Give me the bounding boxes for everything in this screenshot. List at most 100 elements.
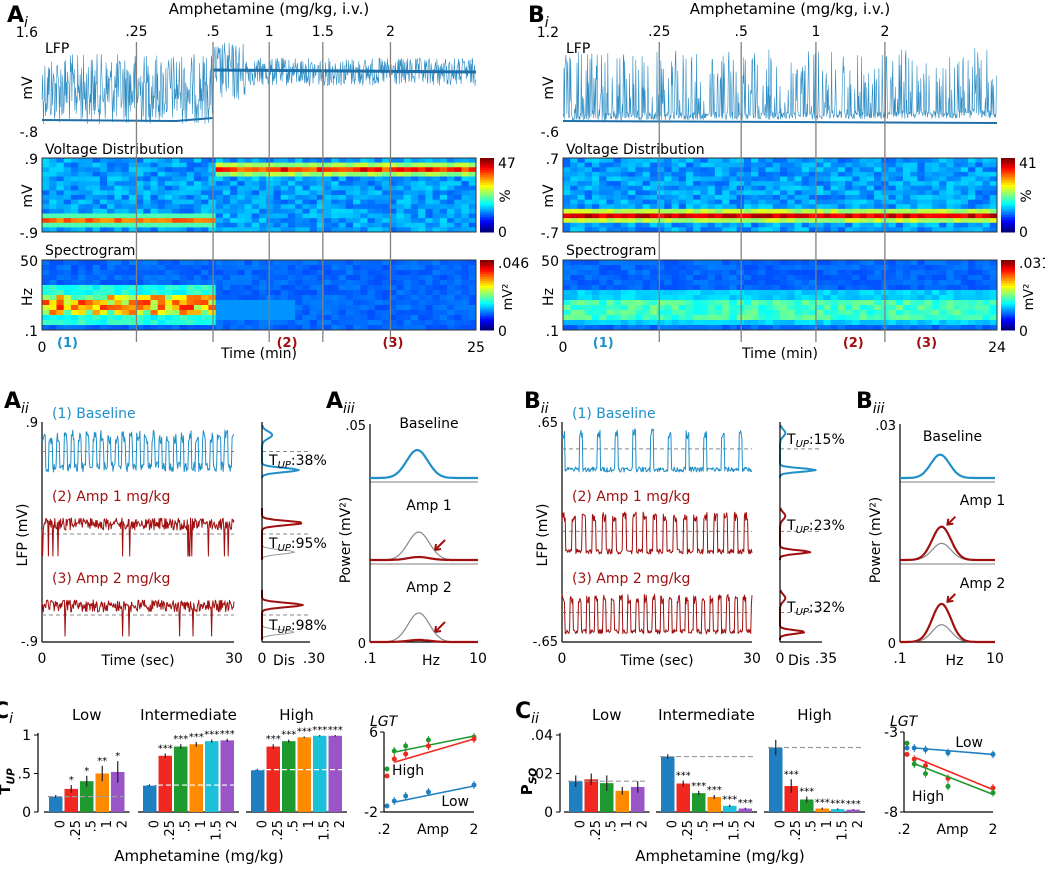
heat-cell — [367, 325, 376, 331]
heat-cell — [403, 176, 412, 182]
heat-cell — [222, 305, 231, 311]
heat-cell — [230, 285, 238, 291]
heat-cell — [895, 176, 904, 182]
heat-cell — [606, 204, 615, 210]
heat-cell — [989, 325, 998, 331]
heat-cell — [114, 208, 123, 214]
t-up-annotation: TUP:15% — [786, 432, 845, 450]
heat-cell — [664, 315, 672, 321]
heat-cell — [570, 181, 578, 187]
heat-cell — [895, 300, 904, 306]
heat-cell — [801, 270, 810, 276]
heat-cell — [722, 222, 730, 228]
heat-cell — [657, 199, 665, 205]
heat-cell — [845, 290, 853, 296]
heat-cell — [468, 213, 477, 219]
heat-cell — [628, 190, 636, 196]
heat-cell — [584, 310, 593, 316]
heat-cell — [208, 227, 217, 233]
heat-cell — [425, 218, 434, 224]
heat-cell — [128, 265, 137, 271]
baseline-point — [904, 745, 910, 751]
heat-cell — [353, 213, 361, 219]
heat-cell — [577, 213, 586, 219]
heat-cell — [736, 195, 745, 201]
heat-cell — [259, 280, 267, 286]
heat-cell — [49, 295, 57, 301]
heat-cell — [136, 305, 144, 311]
heat-cell — [85, 171, 94, 177]
x-label: Dis — [788, 653, 810, 669]
heat-cell — [172, 280, 180, 286]
heat-cell — [360, 305, 368, 311]
heat-cell — [801, 320, 810, 326]
heat-cell — [201, 265, 209, 271]
heat-cell — [172, 162, 180, 168]
colorbar-cell — [1001, 197, 1015, 201]
heat-cell — [685, 204, 694, 210]
heat-cell — [620, 167, 629, 173]
heat-cell — [968, 295, 976, 301]
heat-cell — [107, 320, 115, 326]
x-tick: 2 — [989, 822, 998, 838]
heat-cell — [671, 270, 680, 276]
heat-cell — [121, 158, 130, 164]
heat-cell — [685, 280, 694, 286]
heat-cell — [295, 162, 303, 168]
colorbar-cell — [1001, 290, 1015, 294]
heat-cell — [389, 295, 397, 301]
heat-cell — [432, 275, 441, 281]
heat-cell — [620, 270, 629, 276]
heat-cell — [707, 315, 716, 321]
spec-frame — [41, 259, 477, 331]
heat-cell — [244, 265, 253, 271]
heat-cell — [816, 167, 824, 173]
heat-cell — [237, 222, 246, 228]
heat-cell — [599, 199, 607, 205]
heat-cell — [439, 162, 448, 168]
heat-cell — [324, 300, 332, 306]
heat-cell — [606, 171, 615, 177]
heat-cell — [960, 208, 969, 214]
heat-cell — [939, 190, 947, 196]
heat-cell — [736, 325, 745, 331]
heat-cell — [251, 167, 260, 173]
colorbar-min: 0 — [1019, 324, 1028, 340]
heat-cell — [606, 260, 615, 266]
heat-cell — [772, 190, 781, 196]
y-tick: 6 — [369, 725, 378, 741]
heat-cell — [251, 305, 260, 311]
colorbar-cell — [1001, 283, 1015, 287]
heat-cell — [874, 208, 882, 214]
heat-cell — [801, 265, 810, 271]
heat-cell — [193, 185, 202, 191]
heat-cell — [953, 325, 962, 331]
heat-cell — [461, 213, 470, 219]
heat-cell — [468, 265, 477, 271]
heat-cell — [780, 195, 788, 201]
heat-cell — [736, 280, 745, 286]
heat-cell — [910, 325, 918, 331]
heat-cell — [389, 167, 397, 173]
heat-cell — [780, 227, 788, 233]
heat-cell — [49, 181, 57, 187]
heat-cell — [801, 325, 810, 331]
heat-cell — [360, 213, 368, 219]
heat-cell — [671, 208, 680, 214]
heat-cell — [179, 190, 188, 196]
heat-cell — [439, 171, 448, 177]
heat-cell — [338, 195, 347, 201]
heat-cell — [403, 285, 412, 291]
heat-cell — [808, 280, 817, 286]
heat-cell — [425, 199, 434, 205]
heat-cell — [172, 158, 180, 164]
heat-cell — [960, 310, 969, 316]
heat-cell — [316, 325, 325, 331]
heat-cell — [208, 295, 217, 301]
heat-cell — [888, 162, 897, 168]
heat-cell — [910, 280, 918, 286]
heat-cell — [859, 270, 868, 276]
heat-cell — [989, 185, 998, 191]
heat-cell — [968, 227, 976, 233]
heat-cell — [671, 290, 680, 296]
